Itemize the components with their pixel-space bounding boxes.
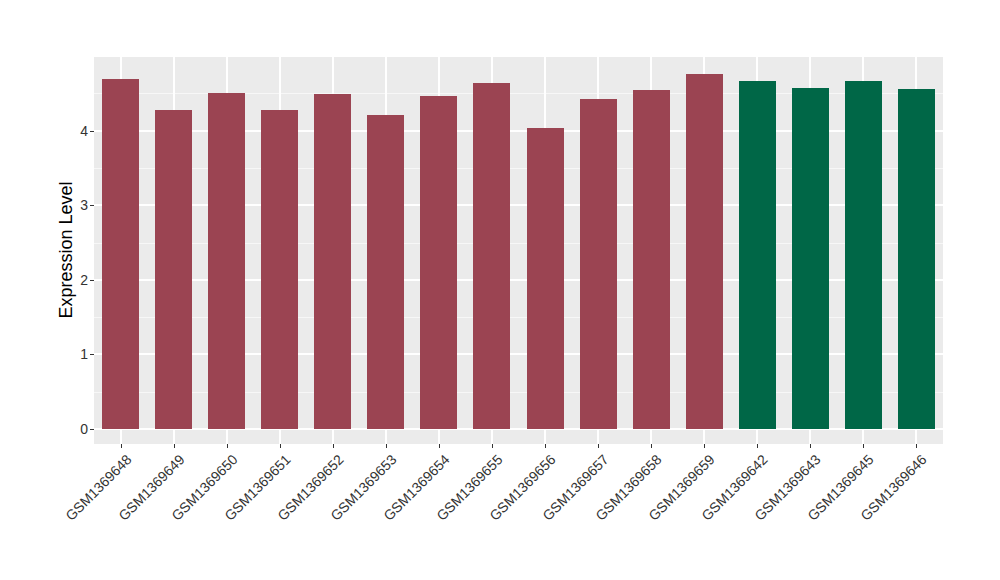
- x-tick-mark: [386, 444, 387, 448]
- bar-GSM1369653: [367, 115, 404, 429]
- x-tick-mark: [439, 444, 440, 448]
- x-tick-mark: [651, 444, 652, 448]
- bar-GSM1369654: [420, 96, 457, 429]
- bar-GSM1369642: [739, 81, 776, 429]
- bar-GSM1369658: [633, 90, 670, 429]
- bar-GSM1369643: [792, 88, 829, 429]
- bar-GSM1369655: [473, 83, 510, 429]
- y-tick-label: 2: [46, 273, 88, 287]
- bar-GSM1369646: [898, 89, 935, 429]
- x-tick-mark: [916, 444, 917, 448]
- x-tick-mark: [280, 444, 281, 448]
- x-tick-mark: [598, 444, 599, 448]
- x-tick-mark: [121, 444, 122, 448]
- bar-GSM1369657: [580, 99, 617, 429]
- bar-GSM1369651: [261, 110, 298, 429]
- bar-GSM1369650: [208, 93, 245, 429]
- x-tick-mark: [757, 444, 758, 448]
- y-tick-mark: [90, 280, 94, 281]
- x-tick-mark: [545, 444, 546, 448]
- y-tick-label: 0: [46, 422, 88, 436]
- x-tick-mark: [227, 444, 228, 448]
- plot-panel: [94, 57, 943, 444]
- y-tick-mark: [90, 429, 94, 430]
- y-tick-mark: [90, 354, 94, 355]
- x-tick-mark: [174, 444, 175, 448]
- y-tick-label: 1: [46, 347, 88, 361]
- y-tick-label: 4: [46, 124, 88, 138]
- x-tick-mark: [704, 444, 705, 448]
- bar-chart-figure: Expression Level 01234GSM1369648GSM13696…: [0, 0, 1000, 580]
- y-tick-label: 3: [46, 198, 88, 212]
- y-tick-mark: [90, 205, 94, 206]
- bar-GSM1369648: [102, 79, 139, 429]
- x-tick-mark: [863, 444, 864, 448]
- x-tick-mark: [333, 444, 334, 448]
- bar-GSM1369645: [845, 81, 882, 429]
- bar-GSM1369656: [527, 128, 564, 429]
- y-tick-mark: [90, 131, 94, 132]
- x-tick-mark: [810, 444, 811, 448]
- x-tick-mark: [492, 444, 493, 448]
- bar-GSM1369652: [314, 94, 351, 429]
- bar-GSM1369649: [155, 110, 192, 429]
- bar-GSM1369659: [686, 74, 723, 429]
